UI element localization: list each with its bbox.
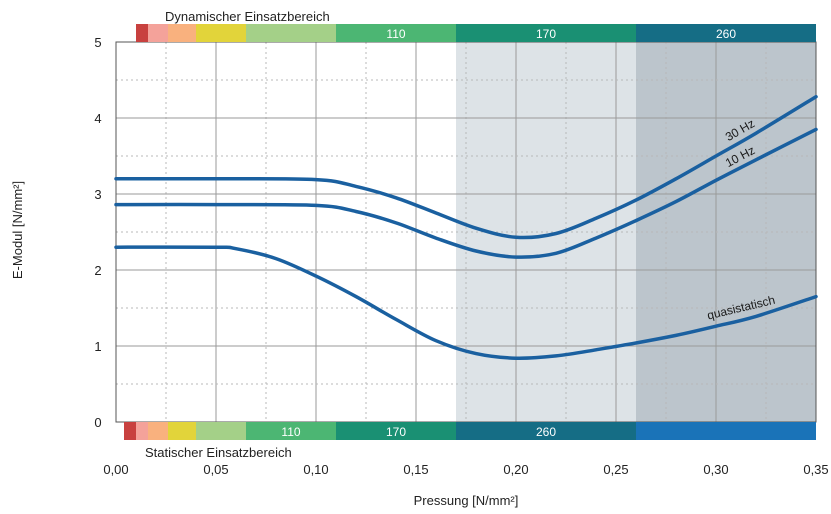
top-band-segment-label: 170 [536, 27, 556, 41]
bottom-band-segment-3 [168, 422, 196, 440]
top-band-dynamischer-einsatzbereich: 110 170 260 [136, 24, 816, 42]
top-band-segment-2 [168, 24, 196, 42]
series-line-2 [114, 245, 818, 360]
top-band-segment-3 [196, 24, 246, 42]
x-tick-label: 0,30 [703, 462, 728, 477]
top-band-segment-6 [456, 24, 636, 42]
x-tick-labels: 0,00 0,05 0,10 0,15 0,20 0,25 0,30 0,35 [103, 462, 828, 477]
top-band-segment-label: 260 [716, 27, 736, 41]
y-axis-label: E-Modul [N/mm²] [10, 181, 25, 279]
y-tick-label: 3 [94, 187, 101, 202]
top-band-segment-7 [636, 24, 816, 42]
y-tick-label: 2 [94, 263, 101, 278]
x-tick-label: 0,35 [803, 462, 828, 477]
bottom-band-segment-4 [196, 422, 246, 440]
top-band-title: Dynamischer Einsatzbereich [165, 9, 330, 24]
x-tick-label: 0,15 [403, 462, 428, 477]
bottom-band-segment-label: 170 [386, 425, 406, 439]
bottom-band-segment-0 [124, 422, 136, 440]
series-lines [114, 94, 818, 360]
top-band-segment-4 [246, 24, 336, 42]
x-tick-label: 0,00 [103, 462, 128, 477]
series-line-0 [114, 94, 818, 240]
bottom-band-segment-1 [136, 422, 148, 440]
x-tick-label: 0,10 [303, 462, 328, 477]
bottom-band-segment-6 [336, 422, 456, 440]
bottom-band-segment-7 [456, 422, 636, 440]
x-tick-label: 0,20 [503, 462, 528, 477]
x-tick-label: 0,05 [203, 462, 228, 477]
top-band-segment-1 [148, 24, 168, 42]
bottom-band-segment-8 [636, 422, 816, 440]
bottom-band-segment-label: 260 [536, 425, 556, 439]
top-band-segment-label: 110 [386, 27, 405, 41]
y-tick-label: 0 [94, 415, 101, 430]
y-tick-labels: 0 1 2 3 4 5 [94, 35, 101, 430]
bottom-band-title: Statischer Einsatzbereich [145, 445, 292, 460]
x-axis-label: Pressung [N/mm²] [414, 493, 519, 508]
y-tick-label: 5 [94, 35, 101, 50]
y-tick-label: 1 [94, 339, 101, 354]
bottom-band-segment-5 [246, 422, 336, 440]
y-tick-label: 4 [94, 111, 101, 126]
top-band-segment-5 [336, 24, 456, 42]
bottom-band-segment-2 [148, 422, 168, 440]
x-tick-label: 0,25 [603, 462, 628, 477]
top-band-segment-0 [136, 24, 148, 42]
bottom-band-segment-label: 110 [281, 425, 300, 439]
series-line-1 [114, 127, 818, 259]
bottom-band-statischer-einsatzbereich: 110 170 260 [124, 422, 816, 440]
